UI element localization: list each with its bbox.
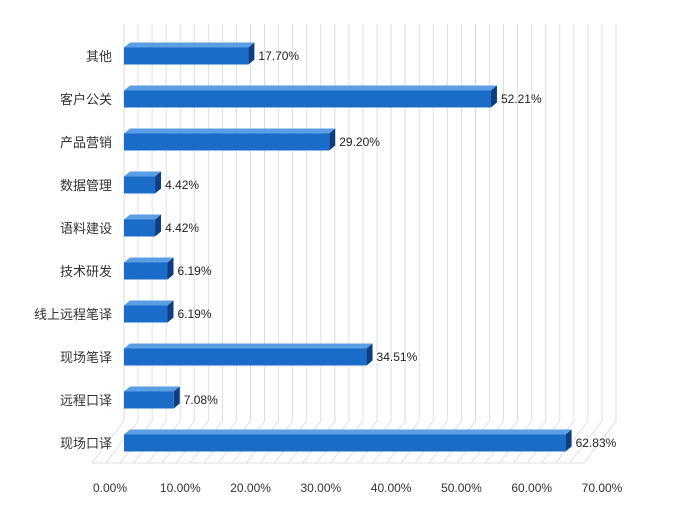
- data-labels: 17.70% 52.21% 29.20% 4.42% 4.42% 6.19% 6.19% 34…: [165, 49, 617, 450]
- data-label: 62.83%: [576, 436, 617, 450]
- data-label: 17.70%: [258, 49, 299, 63]
- bar: [124, 214, 162, 237]
- data-label: 29.20%: [339, 135, 380, 149]
- bar-top-face: [124, 42, 255, 48]
- category-label: 现场口译: [60, 437, 112, 452]
- floor-gridline: [91, 420, 125, 464]
- bar-front-face: [124, 90, 491, 108]
- bar-front-face: [124, 434, 566, 452]
- bar: [124, 171, 162, 194]
- data-label: 7.08%: [184, 393, 218, 407]
- x-tick-label: 0.00%: [93, 481, 127, 495]
- bar-top-face: [124, 214, 162, 220]
- x-tick-label: 50.00%: [441, 481, 482, 495]
- floor-gridline: [583, 420, 617, 464]
- category-label: 其他: [86, 50, 112, 65]
- bar: [124, 386, 180, 409]
- category-label: 客户公关: [60, 92, 112, 108]
- x-tick-label: 20.00%: [230, 481, 271, 495]
- bar-side-face: [329, 128, 336, 151]
- category-label: 数据管理: [60, 179, 112, 194]
- x-tick-labels: 0.00% 10.00% 20.00% 30.00% 40.00% 50.00% 60.00…: [93, 481, 623, 495]
- category-label: 语料建设: [60, 222, 112, 237]
- bar-side-face: [490, 85, 497, 108]
- bar-front-face: [124, 262, 168, 280]
- bar-side-face: [167, 300, 174, 323]
- category-label: 远程口译: [60, 394, 112, 409]
- x-tick-label: 30.00%: [301, 481, 342, 495]
- bar-side-face: [248, 42, 255, 65]
- bars: [124, 42, 572, 452]
- bar-side-face: [167, 257, 174, 280]
- data-label: 4.42%: [165, 221, 199, 235]
- category-label: 产品营销: [60, 136, 112, 151]
- bar-front-face: [124, 305, 168, 323]
- bar-top-face: [124, 343, 373, 349]
- bar-top-face: [124, 128, 336, 134]
- bar-side-face: [366, 343, 373, 366]
- bar-front-face: [124, 133, 330, 151]
- bar: [124, 429, 572, 452]
- data-label: 52.21%: [501, 92, 542, 106]
- data-label: 6.19%: [178, 307, 212, 321]
- floor-gridline: [105, 420, 139, 464]
- x-tick-label: 10.00%: [160, 481, 201, 495]
- bar-side-face: [155, 171, 162, 194]
- data-label: 6.19%: [178, 264, 212, 278]
- bar-side-face: [155, 214, 162, 237]
- bar: [124, 85, 497, 108]
- x-tick-label: 60.00%: [511, 481, 552, 495]
- bar-side-face: [173, 386, 180, 409]
- bar-front-face: [124, 176, 156, 194]
- bar: [124, 42, 255, 65]
- bar-front-face: [124, 47, 249, 65]
- bar-top-face: [124, 171, 162, 177]
- category-label: 现场笔译: [60, 350, 112, 366]
- x-tick-label: 70.00%: [582, 481, 623, 495]
- bar-front-face: [124, 391, 174, 409]
- data-label: 34.51%: [377, 350, 418, 364]
- bar-top-face: [124, 300, 174, 306]
- bar-top-face: [124, 429, 572, 435]
- floor-gridline: [555, 420, 589, 464]
- bar: [124, 128, 336, 151]
- bar-front-face: [124, 219, 156, 237]
- bar-top-face: [124, 85, 497, 91]
- bar-top-face: [124, 257, 174, 263]
- bar-front-face: [124, 348, 367, 366]
- category-label: 技术研发: [60, 264, 112, 280]
- bar-side-face: [565, 429, 572, 452]
- category-label: 线上远程笔译: [34, 307, 112, 323]
- data-label: 4.42%: [165, 178, 199, 192]
- bar: [124, 300, 174, 323]
- bar-top-face: [124, 386, 180, 392]
- floor-gridline: [569, 420, 603, 464]
- x-tick-label: 40.00%: [371, 481, 412, 495]
- bar: [124, 343, 373, 366]
- bar: [124, 257, 174, 280]
